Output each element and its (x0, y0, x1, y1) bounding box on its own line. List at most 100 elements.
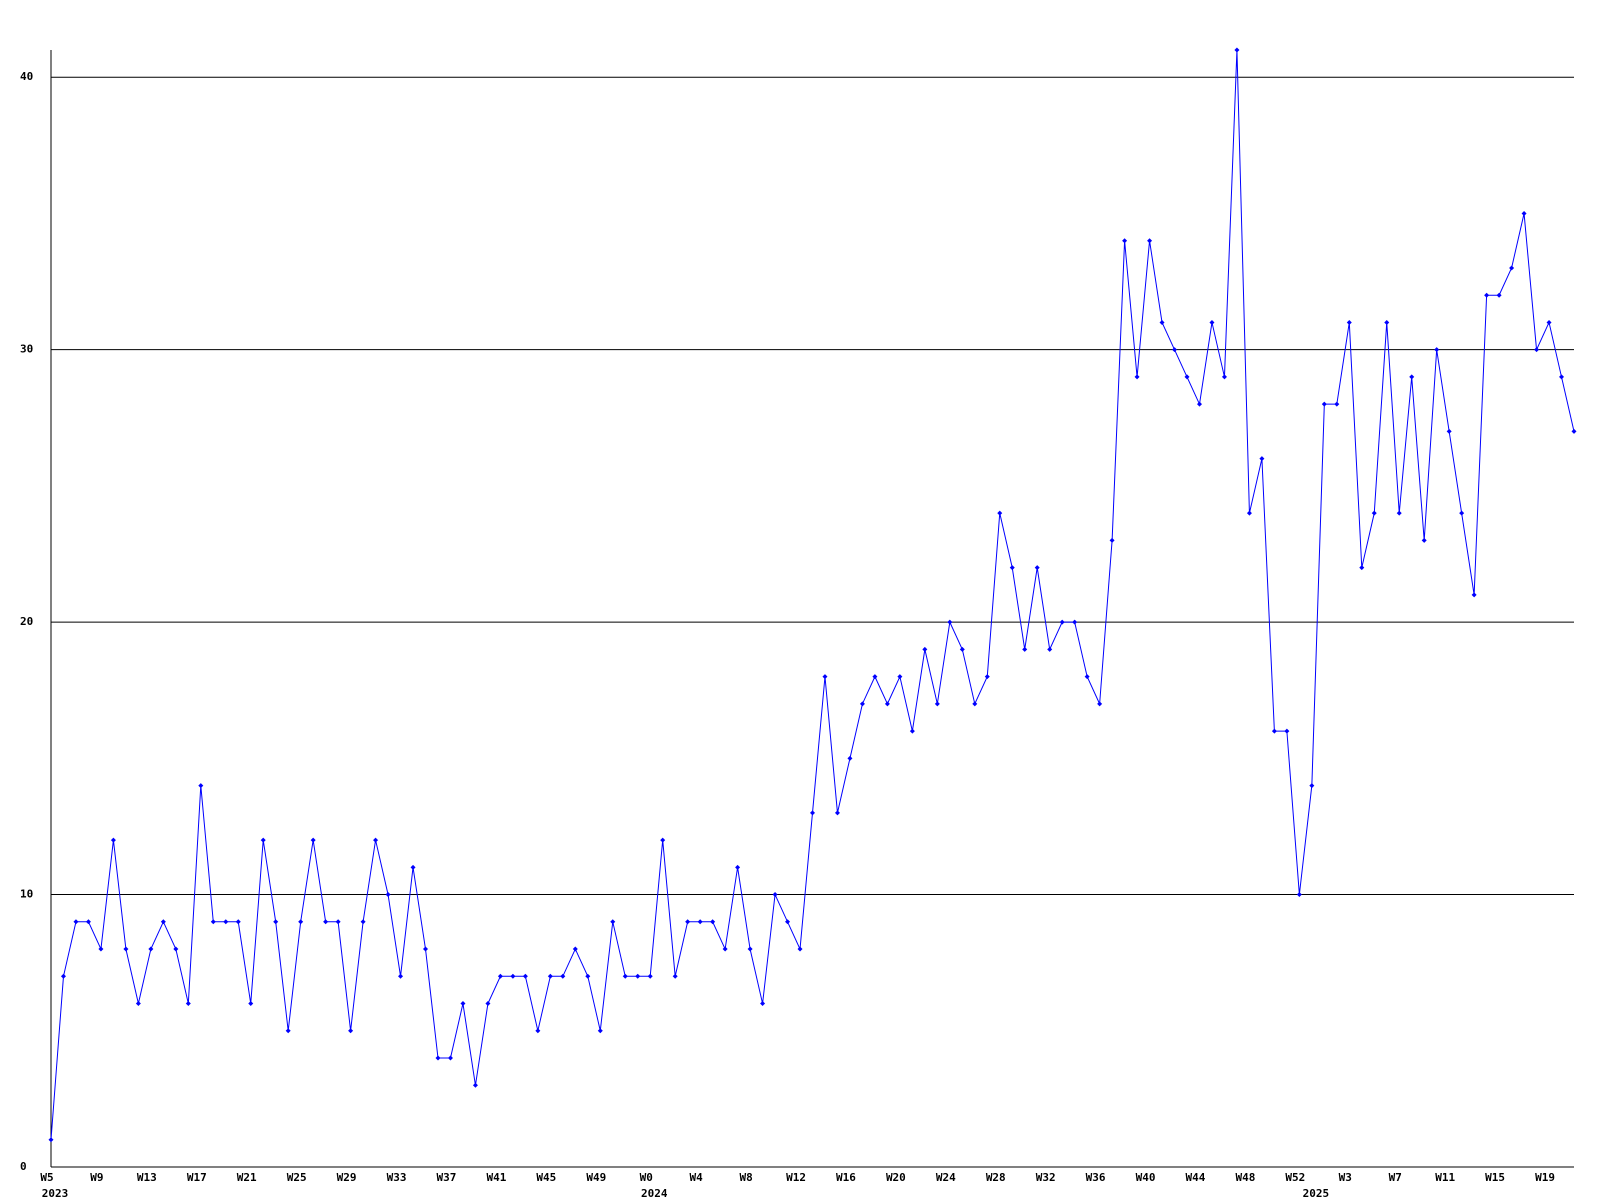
data-point (223, 919, 229, 925)
x-tick-label: W32 (1036, 1171, 1056, 1184)
x-tick-label: W9 (90, 1171, 103, 1184)
data-point (797, 946, 803, 952)
data-point (1271, 728, 1277, 734)
x-year-label: 2023 (42, 1187, 69, 1200)
data-point (547, 973, 553, 979)
x-tick-label: W7 (1389, 1171, 1402, 1184)
x-tick-label: W48 (1235, 1171, 1255, 1184)
data-point (1546, 319, 1552, 325)
data-point (173, 946, 179, 952)
data-point (1296, 892, 1302, 898)
data-point (535, 1028, 541, 1034)
data-point (1409, 374, 1415, 380)
data-point (1321, 401, 1327, 407)
data-point (398, 973, 404, 979)
x-tick-label: W29 (337, 1171, 357, 1184)
x-tick-label: W20 (886, 1171, 906, 1184)
x-tick-label: W44 (1186, 1171, 1206, 1184)
x-year-label: 2025 (1303, 1187, 1330, 1200)
data-point (485, 1001, 491, 1007)
data-point (98, 946, 104, 952)
data-point (210, 919, 216, 925)
data-point (1421, 537, 1427, 543)
x-tick-label: W13 (137, 1171, 157, 1184)
data-point (635, 973, 641, 979)
data-point (1396, 510, 1402, 516)
data-point (435, 1055, 441, 1061)
data-point (847, 755, 853, 761)
data-point (260, 837, 266, 843)
data-point (872, 674, 878, 680)
x-tick-label: W12 (786, 1171, 806, 1184)
x-year-label: 2024 (641, 1187, 668, 1200)
data-point (1209, 319, 1215, 325)
data-point (947, 619, 953, 625)
data-point (922, 646, 928, 652)
data-point (697, 919, 703, 925)
data-point (410, 864, 416, 870)
data-point (185, 1001, 191, 1007)
x-tick-label: W37 (437, 1171, 457, 1184)
data-point (60, 973, 66, 979)
data-point (997, 510, 1003, 516)
data-point (747, 946, 753, 952)
x-tick-label: W17 (187, 1171, 207, 1184)
data-point (110, 837, 116, 843)
data-point (472, 1082, 478, 1088)
data-point (323, 919, 329, 925)
data-point (510, 973, 516, 979)
data-point (385, 892, 391, 898)
data-point (85, 919, 91, 925)
data-point (760, 1001, 766, 1007)
data-point (834, 810, 840, 816)
data-point (1221, 374, 1227, 380)
data-point (310, 837, 316, 843)
data-point (1471, 592, 1477, 598)
data-point (1346, 319, 1352, 325)
data-point (672, 973, 678, 979)
data-point (160, 919, 166, 925)
data-point (447, 1055, 453, 1061)
x-tick-label: W5 (40, 1171, 53, 1184)
data-point (497, 973, 503, 979)
x-tick-label: W0 (640, 1171, 653, 1184)
data-point (822, 674, 828, 680)
data-point (248, 1001, 254, 1007)
data-point (610, 919, 616, 925)
data-point (810, 810, 815, 816)
data-point (884, 701, 890, 707)
data-point (1009, 565, 1015, 571)
data-point (1559, 374, 1565, 380)
x-tick-label: W3 (1339, 1171, 1352, 1184)
x-tick-label: W28 (986, 1171, 1006, 1184)
data-point (522, 973, 528, 979)
data-point (460, 1001, 466, 1007)
data-point (572, 946, 578, 952)
data-point (1284, 728, 1290, 734)
data-point (972, 701, 978, 707)
data-point (198, 783, 204, 789)
data-point (622, 973, 628, 979)
data-point (560, 973, 566, 979)
x-tick-label: W4 (690, 1171, 704, 1184)
y-tick-label: 20 (20, 615, 33, 628)
data-point (722, 946, 728, 952)
data-point (660, 837, 666, 843)
data-point (148, 946, 154, 952)
data-point (897, 674, 903, 680)
data-point (360, 919, 366, 925)
data-point (373, 837, 379, 843)
data-point (1309, 783, 1315, 789)
data-point (585, 973, 591, 979)
y-tick-label: 40 (20, 70, 33, 83)
data-point (48, 1137, 54, 1143)
data-point (1034, 565, 1040, 571)
y-tick-label: 0 (20, 1160, 27, 1173)
data-point (285, 1028, 291, 1034)
x-tick-label: W16 (836, 1171, 856, 1184)
data-point (1571, 428, 1577, 434)
data-point (1509, 265, 1515, 271)
x-tick-label: W19 (1535, 1171, 1555, 1184)
